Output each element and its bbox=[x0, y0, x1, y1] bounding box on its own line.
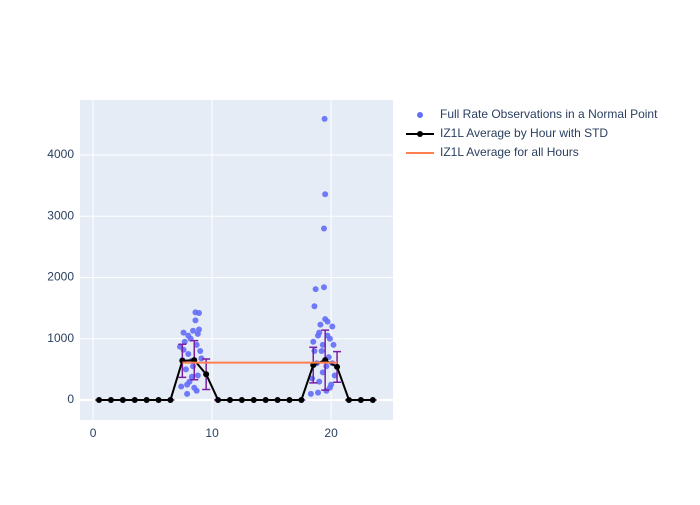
data-point bbox=[311, 303, 318, 310]
data-point bbox=[357, 396, 364, 403]
data-point bbox=[185, 351, 192, 358]
data-point bbox=[319, 341, 326, 348]
data-point bbox=[194, 330, 201, 337]
data-point bbox=[312, 286, 319, 293]
data-point bbox=[311, 347, 318, 354]
data-point bbox=[167, 396, 174, 403]
data-point bbox=[143, 396, 150, 403]
data-point bbox=[262, 396, 269, 403]
data-point bbox=[181, 338, 188, 345]
data-point bbox=[196, 310, 203, 317]
data-point bbox=[286, 396, 293, 403]
data-point bbox=[331, 372, 338, 379]
data-point bbox=[323, 363, 330, 370]
data-point bbox=[310, 338, 317, 345]
data-point bbox=[198, 355, 205, 362]
data-point bbox=[316, 378, 323, 385]
data-point bbox=[238, 396, 245, 403]
data-point bbox=[329, 323, 336, 330]
x-tick-label: 10 bbox=[205, 426, 219, 440]
data-point bbox=[215, 396, 222, 403]
data-point bbox=[184, 381, 191, 388]
data-point bbox=[226, 396, 233, 403]
data-point bbox=[194, 372, 201, 379]
data-point bbox=[324, 332, 331, 339]
x-tick-label: 20 bbox=[324, 426, 338, 440]
y-tick-label: 3000 bbox=[47, 208, 74, 222]
data-point bbox=[96, 396, 103, 403]
data-point bbox=[193, 387, 200, 394]
data-point bbox=[326, 384, 333, 391]
data-point bbox=[190, 327, 197, 334]
data-point bbox=[316, 329, 323, 336]
legend-marker bbox=[417, 131, 423, 137]
data-point bbox=[107, 396, 114, 403]
data-point bbox=[192, 317, 199, 324]
data-point bbox=[298, 396, 305, 403]
legend-label: IZ1L Average for all Hours bbox=[440, 145, 579, 159]
data-point bbox=[319, 369, 326, 376]
y-tick-label: 2000 bbox=[47, 270, 74, 284]
data-point bbox=[188, 373, 195, 380]
data-point bbox=[345, 396, 352, 403]
data-point bbox=[131, 396, 138, 403]
data-point bbox=[184, 390, 191, 397]
data-point bbox=[322, 191, 329, 198]
data-point bbox=[193, 341, 200, 348]
data-point bbox=[320, 284, 327, 291]
data-point bbox=[369, 396, 376, 403]
data-point bbox=[307, 390, 314, 397]
plot-area bbox=[80, 100, 393, 420]
data-point bbox=[321, 115, 328, 122]
data-point bbox=[197, 347, 204, 354]
data-point bbox=[180, 346, 187, 353]
data-point bbox=[180, 329, 187, 336]
legend-marker bbox=[417, 112, 423, 118]
data-point bbox=[315, 389, 322, 396]
data-point bbox=[274, 396, 281, 403]
data-point bbox=[119, 396, 126, 403]
data-point bbox=[318, 347, 325, 354]
y-tick-label: 4000 bbox=[47, 147, 74, 161]
y-tick-label: 0 bbox=[67, 392, 74, 406]
data-point bbox=[317, 321, 324, 328]
data-point bbox=[250, 396, 257, 403]
data-point bbox=[334, 363, 341, 370]
data-point bbox=[155, 396, 162, 403]
data-point bbox=[320, 225, 327, 232]
x-tick-label: 0 bbox=[90, 426, 97, 440]
data-point bbox=[178, 383, 185, 390]
data-point bbox=[185, 332, 192, 339]
data-point bbox=[203, 371, 210, 378]
data-point bbox=[190, 363, 197, 370]
y-tick-label: 1000 bbox=[47, 331, 74, 345]
legend-label: IZ1L Average by Hour with STD bbox=[440, 126, 608, 140]
legend-label: Full Rate Observations in a Normal Point bbox=[440, 107, 658, 121]
data-point bbox=[182, 366, 189, 373]
data-point bbox=[330, 341, 337, 348]
data-point bbox=[324, 318, 331, 325]
